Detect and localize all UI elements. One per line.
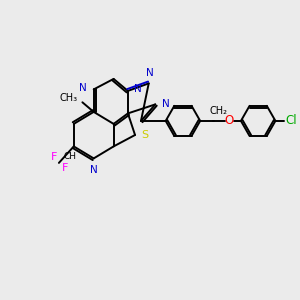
Text: O: O <box>224 114 234 128</box>
Text: N: N <box>134 84 142 94</box>
Text: N: N <box>146 68 154 78</box>
Text: Cl: Cl <box>286 114 298 128</box>
Text: CH₂: CH₂ <box>209 106 227 116</box>
Text: N: N <box>80 83 87 93</box>
Text: CH: CH <box>63 152 76 161</box>
Text: CH₃: CH₃ <box>59 93 77 103</box>
Text: F: F <box>62 163 68 173</box>
Text: N: N <box>162 99 170 110</box>
Text: S: S <box>142 130 149 140</box>
Text: N: N <box>90 165 98 175</box>
Text: F: F <box>51 152 57 163</box>
